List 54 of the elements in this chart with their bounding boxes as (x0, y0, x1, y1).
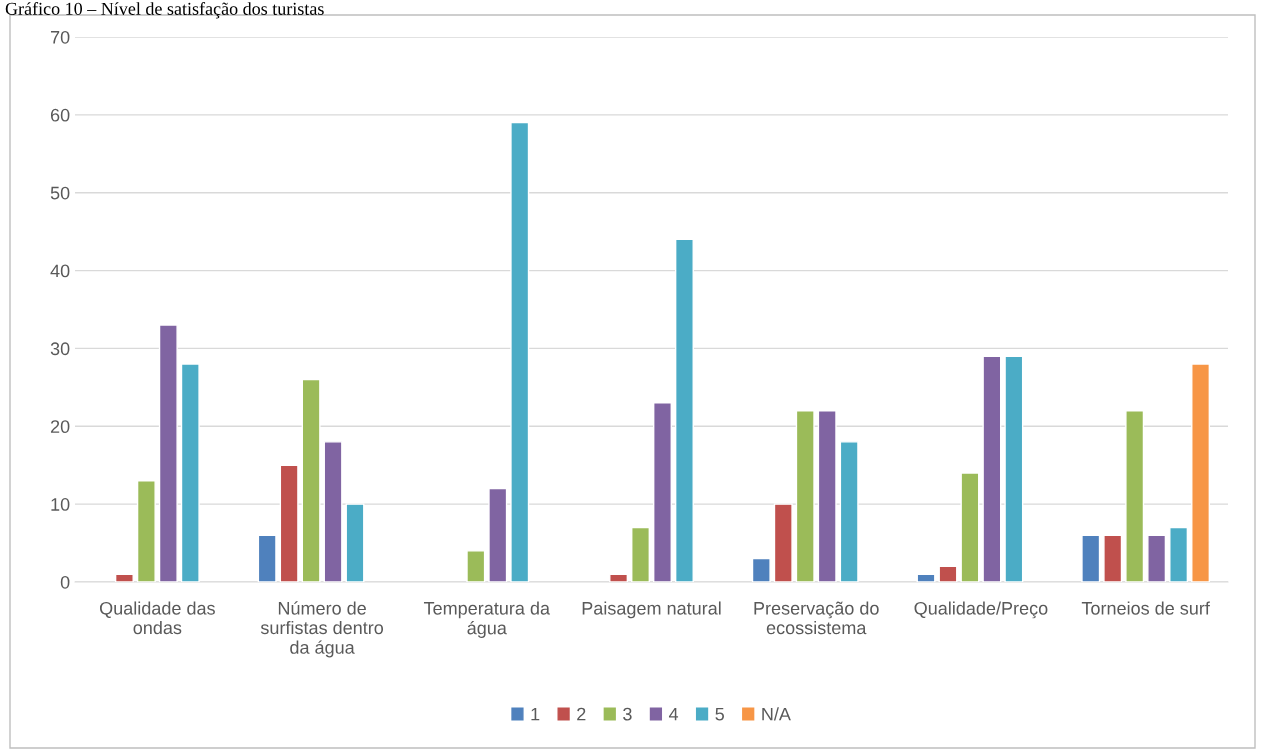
x-tick-label: Preservação do ecossistema (754, 601, 879, 635)
legend-label: 1 (531, 707, 540, 721)
bar (1169, 526, 1189, 582)
y-tick-label: 40 (50, 264, 70, 278)
bar (839, 441, 859, 582)
legend-label: N/A (762, 707, 791, 721)
bar (631, 526, 650, 582)
chart-title: Gráfico 10 – Nível de satisfação dos turistas (5, 2, 324, 19)
y-tick-label: 30 (50, 342, 70, 356)
y-tick-label: 0 (60, 575, 70, 589)
x-tick-label: Temperatura da água (423, 601, 551, 638)
bar (817, 410, 837, 582)
bar (938, 565, 958, 582)
y-tick-label: 20 (50, 420, 70, 434)
bar (795, 410, 815, 582)
bar (488, 487, 508, 582)
bar (960, 472, 980, 582)
bar (345, 503, 365, 582)
y-tick-label: 70 (50, 30, 70, 44)
bar (257, 534, 277, 582)
bar (136, 480, 156, 582)
bar (158, 324, 178, 582)
legend-label: 3 (623, 707, 632, 721)
bar (609, 573, 629, 582)
bar (114, 573, 134, 582)
bar (1147, 534, 1167, 582)
x-tick-label: Número de surfistas dentro da água (260, 601, 384, 658)
bar (180, 363, 200, 582)
legend-label: 2 (577, 707, 586, 721)
y-tick-label: 10 (51, 498, 70, 511)
bar (1081, 534, 1101, 582)
bar (510, 121, 530, 582)
legend-label: 4 (668, 707, 679, 721)
bar (751, 557, 771, 582)
bar (1125, 410, 1145, 582)
bar (916, 573, 936, 582)
bar (301, 378, 321, 582)
y-tick-label: 50 (50, 186, 70, 200)
bar (674, 238, 694, 582)
bar (279, 464, 299, 582)
y-tick-label: 60 (50, 108, 70, 122)
legend-label: 5 (715, 707, 724, 721)
bar (1191, 363, 1211, 582)
bar (323, 441, 343, 582)
bar (466, 550, 486, 582)
bar (1004, 355, 1024, 582)
bar (773, 503, 793, 582)
x-tick-label: Qualidade das ondas (99, 601, 215, 635)
bar (1103, 534, 1123, 582)
x-tick-label: Qualidade/Preço (914, 601, 1048, 619)
x-tick-label: Torneios de surf (1081, 601, 1210, 615)
bar (653, 402, 672, 582)
bar (982, 355, 1002, 582)
x-tick-label: Paisagem natural (582, 601, 721, 619)
